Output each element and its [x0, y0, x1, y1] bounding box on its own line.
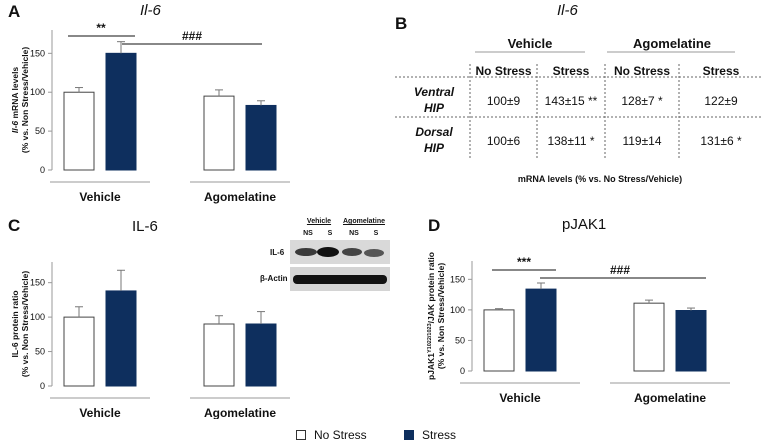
blot-group-vehicle: Vehicle [306, 218, 332, 225]
blot-group-agomelatine: Agomelatine [342, 218, 385, 225]
blot-lane-label: S [327, 230, 333, 237]
y-axis-label-line: (% vs. Non Stress/Vehicle) [436, 263, 446, 369]
chart-d: 0 50 100 150 Vehicle Agomelatine pJAK1Y1022/10… [426, 252, 730, 405]
legend-swatch-stress [404, 430, 414, 440]
legend-label-stress: Stress [422, 428, 457, 442]
y-axis-label: Il-6 mRNA levels (% vs. Non Stress/Vehicl… [10, 47, 30, 153]
x-category-label: Vehicle [499, 391, 541, 405]
legend-label-no-stress: No Stress [314, 428, 367, 442]
y-tick-label: 150 [450, 274, 465, 284]
y-tick-label: 100 [450, 305, 465, 315]
row-label-line: HIP [423, 101, 444, 115]
legend-no-stress: No Stress [296, 428, 367, 442]
blot-lane-label: NS [303, 230, 313, 237]
row-label-line: Dorsal [415, 125, 453, 139]
y-tick-label: 50 [35, 126, 45, 136]
y-tick-label: 100 [30, 312, 45, 322]
significance-label: *** [517, 255, 531, 269]
y-axis-label: pJAK1Y1022/1023/JAK protein ratio (% vs. … [426, 252, 446, 380]
y-axis-label-line: (% vs. Non Stress/Vehicle) [20, 47, 30, 153]
chart-a: 0 50 100 150 Vehicle Agomelatine Il-6 mRNA lev… [10, 21, 290, 204]
y-tick-label: 0 [40, 381, 45, 391]
y-axis-label-line: (% vs. Non Stress/Vehicle) [20, 271, 30, 377]
bar [675, 310, 707, 372]
table-footer: mRNA levels (% vs. No Stress/Vehicle) [517, 174, 683, 184]
panel-d-letter: D [428, 216, 441, 235]
row-label-ventral: Ventral HIP [398, 84, 470, 116]
group-header-agomelatine: Agomelatine [632, 36, 711, 51]
table-cell: 143±15 ** [544, 94, 598, 108]
y-axis-label-line: pJAK1Y1022/1023/JAK protein ratio [426, 252, 436, 380]
blot-lane-label: S [373, 230, 379, 237]
bar [63, 91, 95, 171]
y-tick-label: 150 [30, 278, 45, 288]
group-header-vehicle: Vehicle [507, 36, 553, 51]
table-cell: 122±9 [704, 94, 738, 108]
x-category-label: Vehicle [79, 190, 121, 204]
y-tick-label: 100 [30, 87, 45, 97]
col-header: Stress [552, 64, 590, 78]
y-axis-label: IL-6 protein ratio (% vs. Non Stress/Vehi… [10, 271, 30, 377]
y-tick-label: 50 [455, 335, 465, 345]
bar [203, 323, 235, 387]
row-label-dorsal: Dorsal HIP [398, 124, 470, 156]
row-label-line: HIP [423, 141, 444, 155]
legend-stress: Stress [404, 428, 456, 442]
col-header: No Stress [613, 64, 671, 78]
panel-a-letter: A [8, 2, 21, 21]
col-header: Stress [702, 64, 740, 78]
western-blot: Vehicle Agomelatine NS S NS S IL-6 β-Act… [260, 214, 390, 294]
legend-swatch-no-stress [296, 430, 306, 440]
bar [245, 323, 277, 387]
bar [245, 104, 277, 171]
panel-b-letter: B [395, 14, 408, 33]
significance-label: ### [182, 29, 202, 43]
panel-c-letter: C [8, 216, 21, 235]
panel-d-title: pJAK1 [562, 216, 607, 233]
bar [203, 95, 235, 171]
bar [105, 290, 137, 387]
chart-c: 0 50 100 150 Vehicle Agomelatine IL-6 protein … [10, 262, 290, 419]
x-category-label: Agomelatine [204, 406, 276, 419]
table-cell: 100±6 [486, 134, 521, 148]
table-cell: 100±9 [486, 94, 521, 108]
x-category-label: Vehicle [79, 406, 121, 419]
blot-row-label-il6: IL-6 [270, 248, 285, 257]
bar [633, 302, 665, 372]
y-tick-label: 150 [30, 48, 45, 58]
blot-bands [290, 240, 390, 291]
y-axis-label-line: IL-6 protein ratio [10, 290, 20, 357]
y-tick-label: 0 [40, 165, 45, 175]
y-tick-label: 0 [460, 366, 465, 376]
significance-label: ** [96, 21, 106, 35]
table-b-lines [395, 51, 763, 160]
col-header: No Stress [475, 64, 532, 78]
row-label-line: Ventral [413, 85, 455, 99]
panel-b-title: Il-6 [557, 2, 578, 19]
panel-a-title: Il-6 [140, 2, 161, 19]
bar [105, 52, 137, 171]
blot-lane-label: NS [349, 230, 359, 237]
table-cell: 128±7 * [621, 94, 663, 108]
x-category-label: Agomelatine [634, 391, 706, 405]
bar [63, 316, 95, 387]
significance-label: ### [610, 263, 630, 277]
y-axis-label-line: Il-6 mRNA levels [10, 67, 20, 134]
x-category-label: Agomelatine [204, 190, 276, 204]
table-cell: 138±11 * [547, 134, 595, 148]
bar [525, 288, 557, 372]
y-tick-label: 50 [35, 347, 45, 357]
blot-row-label-actin: β-Actin [260, 274, 288, 283]
table-cell: 119±14 [622, 134, 662, 148]
panel-c-title: IL-6 [132, 218, 158, 235]
bar [483, 309, 515, 372]
table-cell: 131±6 * [700, 134, 742, 148]
